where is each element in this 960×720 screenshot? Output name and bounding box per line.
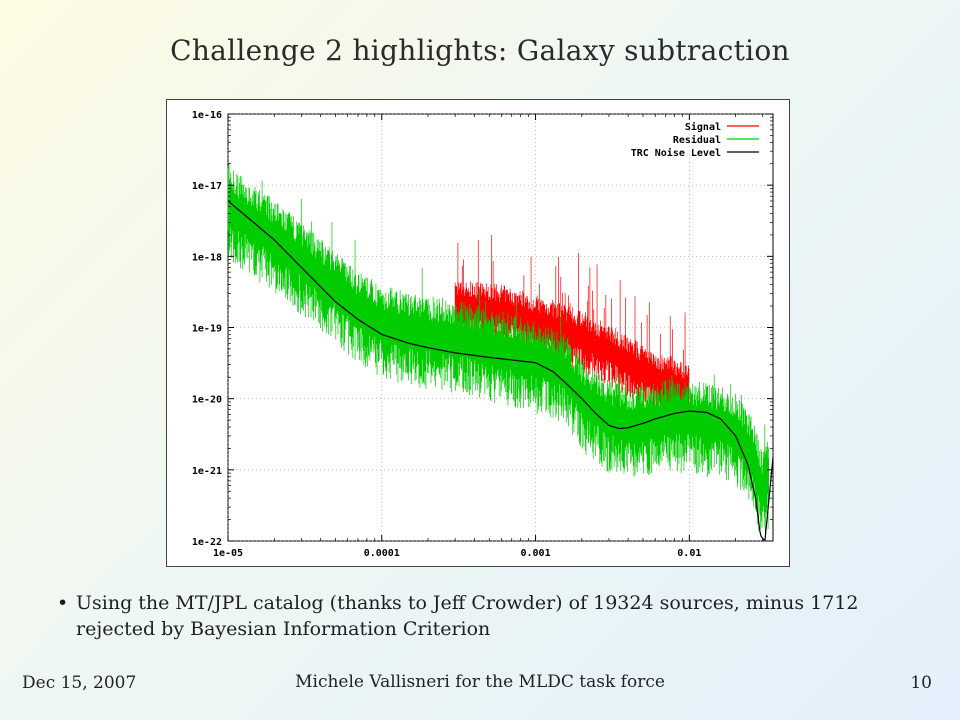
series-layer [227,162,774,541]
y-tick-label: 1e-19 [192,324,222,335]
legend-label-0: Signal [685,121,721,133]
y-tick-label: 1e-20 [192,395,222,406]
x-tick-label: 1e-05 [213,548,243,559]
legend-label-1: Residual [673,134,721,146]
bullet-text: Using the MT/JPL catalog (thanks to Jeff… [76,592,859,640]
y-tick-label: 1e-22 [192,537,222,548]
series-trc-noise-level [227,200,774,541]
x-tick-label: 0.01 [677,548,701,559]
legend-label-2: TRC Noise Level [631,147,721,159]
chart-canvas: 1e-16 1e-17 1e-18 1e-19 1e-20 1e-21 1e-221e-05… [192,110,774,559]
y-tick-label: 1e-21 [192,466,222,477]
y-tick-label: 1e-16 [192,110,222,121]
bullet-marker: • [57,592,69,614]
y-tick-label: 1e-18 [192,252,222,263]
page-number: 10 [910,673,932,693]
footer-date: Dec 15, 2007 [22,673,137,693]
series-signal [454,234,690,424]
x-tick-label: 0.0001 [364,548,400,559]
galaxy-subtraction-chart: 1e-16 1e-17 1e-18 1e-19 1e-20 1e-21 1e-22 1e-05… [166,99,790,567]
series-0-trace [454,234,690,424]
x-tick-label: 0.001 [521,548,551,559]
footer-author: Michele Vallisneri for the MLDC task for… [295,672,665,692]
slide-title: Challenge 2 highlights: Galaxy subtracti… [170,34,790,67]
y-tick-label: 1e-17 [192,181,222,192]
axis-layer: 1e-16 1e-17 1e-18 1e-19 1e-20 1e-21 1e-221e-05… [192,110,773,559]
